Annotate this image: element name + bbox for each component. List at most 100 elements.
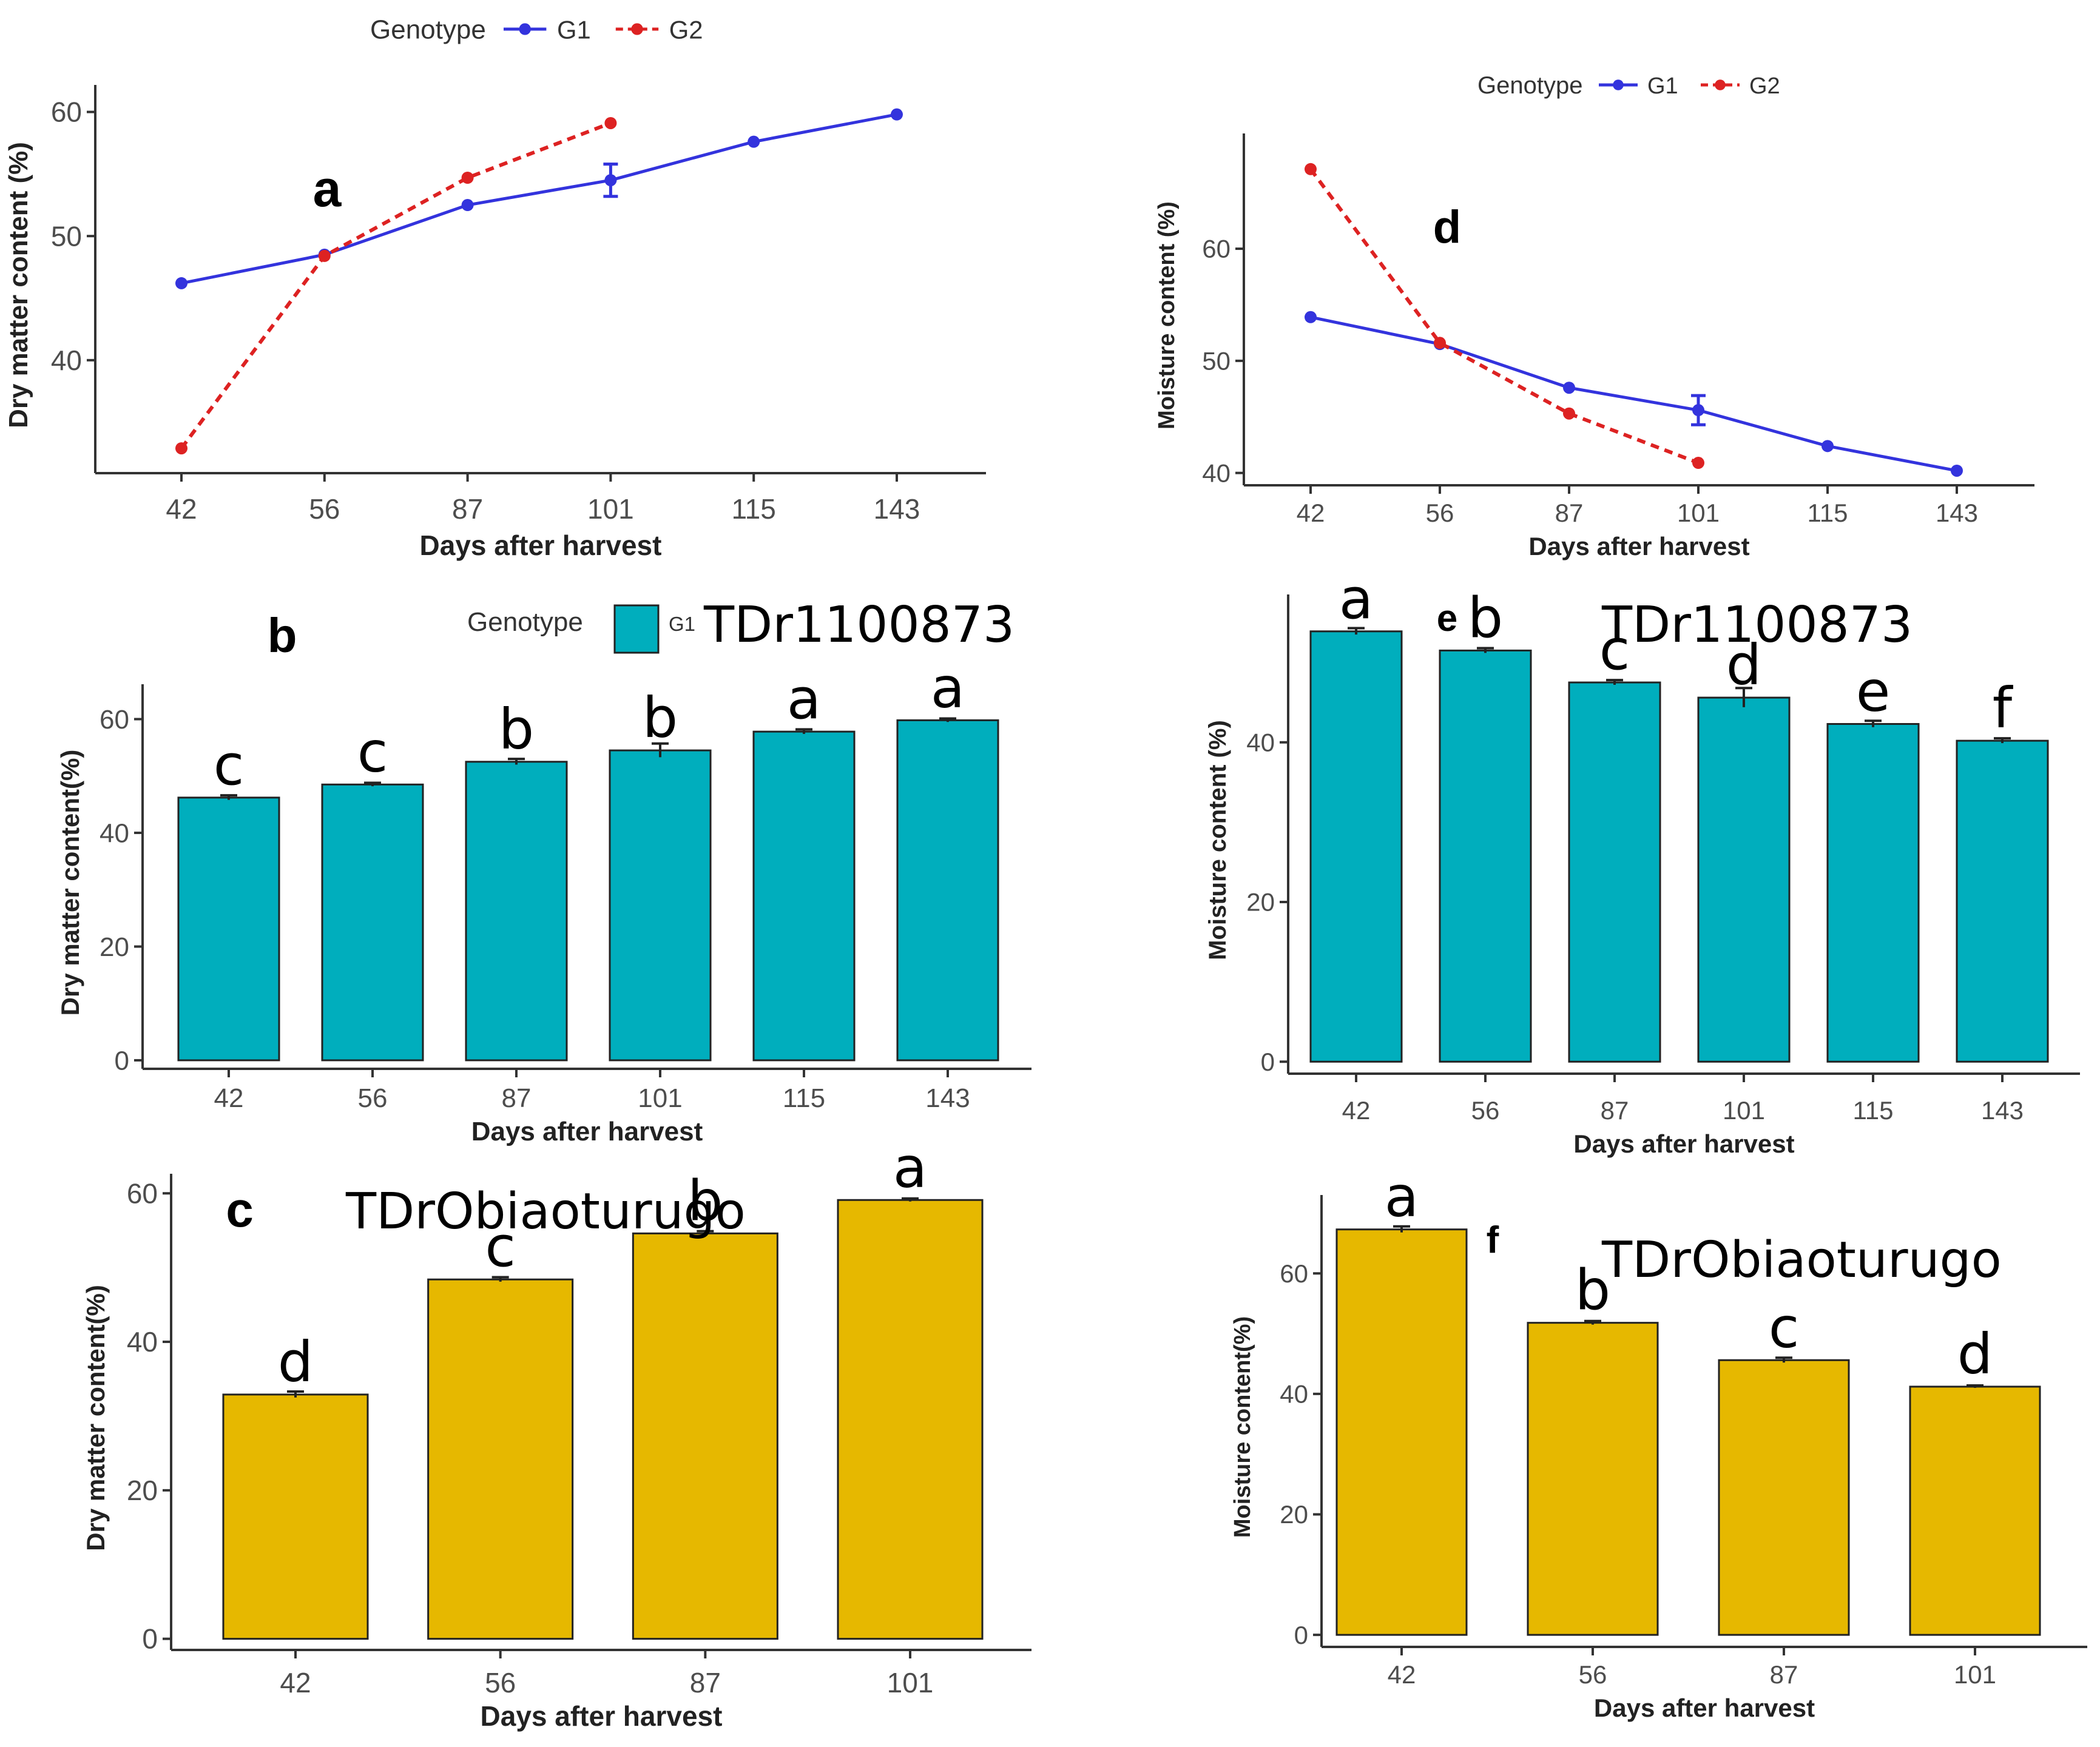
significance-letter: c (357, 719, 388, 784)
legend-marker-g2 (1715, 79, 1726, 90)
legend-label-g2: G2 (669, 15, 703, 44)
legend-marker-g1 (519, 23, 531, 35)
y-tick-label: 60 (1280, 1259, 1308, 1288)
bar (1697, 696, 1791, 1063)
x-tick-label: 143 (925, 1083, 970, 1113)
significance-letter: a (1339, 567, 1373, 631)
bar (1718, 1359, 1850, 1636)
chart-panel-e: 0 20 40 42 56 87 101 115 143 Moisture content (%)… (1204, 567, 2080, 1158)
x-tick-label: 42 (1388, 1660, 1416, 1689)
data-point-g1 (748, 135, 760, 148)
panel-label: a (313, 160, 342, 217)
x-tick-label: 115 (783, 1083, 825, 1113)
significance-letter: a (1385, 1165, 1419, 1230)
chart-panel-d: 40 50 60 42 56 87 101 115 143 Moisture content (%… (1154, 72, 2034, 560)
y-axis-title: Moisture content (%) (1204, 720, 1231, 960)
x-tick-label: 101 (638, 1083, 682, 1113)
x-tick-label: 42 (214, 1083, 244, 1113)
y-tick-label: 20 (100, 932, 129, 962)
genotype-title: TDrObiaoturugo (345, 1183, 746, 1240)
data-point-g1 (1563, 382, 1575, 394)
y-tick-label: 60 (127, 1177, 158, 1209)
y-axis-title: Dry matter content (%) (4, 142, 33, 428)
data-point-g1 (1821, 440, 1834, 453)
significance-letter: c (1599, 618, 1630, 682)
bar (609, 749, 712, 1062)
significance-letter: b (1575, 1258, 1610, 1323)
x-tick-label: 56 (309, 493, 340, 525)
bar (1335, 1228, 1468, 1636)
y-axis-title: Dry matter content(%) (56, 750, 84, 1016)
x-tick-label: 87 (1770, 1660, 1798, 1689)
bar (427, 1278, 574, 1640)
x-tick-label: 42 (280, 1667, 311, 1698)
y-tick-label: 20 (127, 1475, 158, 1506)
significance-letter: c (1769, 1295, 1800, 1360)
chart-panel-c: 0 20 40 60 42 56 87 101 Dry matter content(%) Day… (81, 1135, 1031, 1732)
y-tick-label: 60 (1202, 235, 1231, 263)
y-tick-label: 0 (142, 1623, 158, 1655)
y-tick-label: 40 (1280, 1380, 1308, 1409)
bar (222, 1393, 369, 1640)
data-point-g1 (461, 199, 474, 212)
chart-panel-a: 40 50 60 42 56 87 101 115 143 Dry matter content … (4, 15, 986, 561)
y-axis-title: Dry matter content(%) (81, 1285, 110, 1551)
x-tick-label: 87 (502, 1083, 532, 1113)
y-tick-label: 0 (115, 1046, 129, 1075)
bar (321, 783, 424, 1062)
y-tick-label: 0 (1294, 1621, 1308, 1649)
x-tick-label: 56 (1579, 1660, 1607, 1689)
x-tick-label: 101 (1954, 1660, 1996, 1689)
significance-letter: b (643, 685, 678, 750)
significance-letter: e (1856, 659, 1891, 724)
y-tick-label: 20 (1280, 1500, 1308, 1529)
significance-letter: d (278, 1330, 313, 1395)
x-axis-title: Days after harvest (1594, 1694, 1815, 1722)
data-point-g2 (1563, 407, 1575, 420)
x-axis-title: Days after harvest (1528, 532, 1749, 560)
legend-title: Genotype (1477, 72, 1582, 99)
bar (1309, 630, 1403, 1063)
x-tick-label: 56 (1471, 1096, 1500, 1125)
y-tick-label: 40 (127, 1326, 158, 1358)
y-tick-label: 60 (51, 96, 82, 128)
x-tick-label: 115 (1853, 1096, 1894, 1125)
bar (1439, 649, 1532, 1063)
legend-label-g1: G1 (557, 15, 591, 44)
data-point-g1 (891, 108, 903, 121)
significance-letter: b (687, 1168, 723, 1233)
x-tick-label: 87 (1555, 499, 1584, 527)
data-point-g2 (1692, 457, 1704, 470)
y-axis-title: Moisture content (%) (1154, 201, 1180, 429)
significance-letter: d (1726, 633, 1761, 698)
x-tick-label: 143 (874, 493, 920, 525)
panel-label: d (1433, 201, 1461, 253)
series-line-g2 (1309, 168, 1700, 465)
legend-title: Genotype (370, 15, 486, 44)
y-tick-label: 50 (51, 220, 82, 252)
y-tick-label: 40 (100, 818, 129, 848)
chart-panel-f: 0 20 40 60 42 56 87 101 Moisture content(%) Days … (1230, 1165, 2087, 1722)
significance-letter: b (1468, 585, 1503, 650)
x-tick-label: 101 (587, 493, 634, 525)
x-tick-label: 56 (358, 1083, 388, 1113)
data-point-g2 (604, 116, 617, 129)
x-tick-label: 101 (1677, 499, 1720, 527)
data-point-g2 (1434, 337, 1446, 349)
x-tick-label: 56 (485, 1667, 516, 1698)
x-tick-label: 56 (1426, 499, 1454, 527)
panel-label: f (1487, 1219, 1499, 1261)
bar (752, 730, 856, 1062)
bar (896, 719, 999, 1062)
legend-label-g1: G1 (669, 613, 695, 635)
bar (632, 1232, 778, 1640)
bar (177, 796, 280, 1062)
x-axis-title: Days after harvest (420, 530, 662, 561)
data-point-g1 (604, 174, 617, 187)
data-point-g1 (1305, 311, 1317, 323)
x-tick-label: 87 (690, 1667, 721, 1698)
significance-letter: c (485, 1214, 516, 1279)
x-axis-title: Days after harvest (481, 1700, 723, 1732)
chart-panel-b: 0 20 40 60 42 56 87 101 115 143 Dry matter content… (56, 596, 1031, 1146)
